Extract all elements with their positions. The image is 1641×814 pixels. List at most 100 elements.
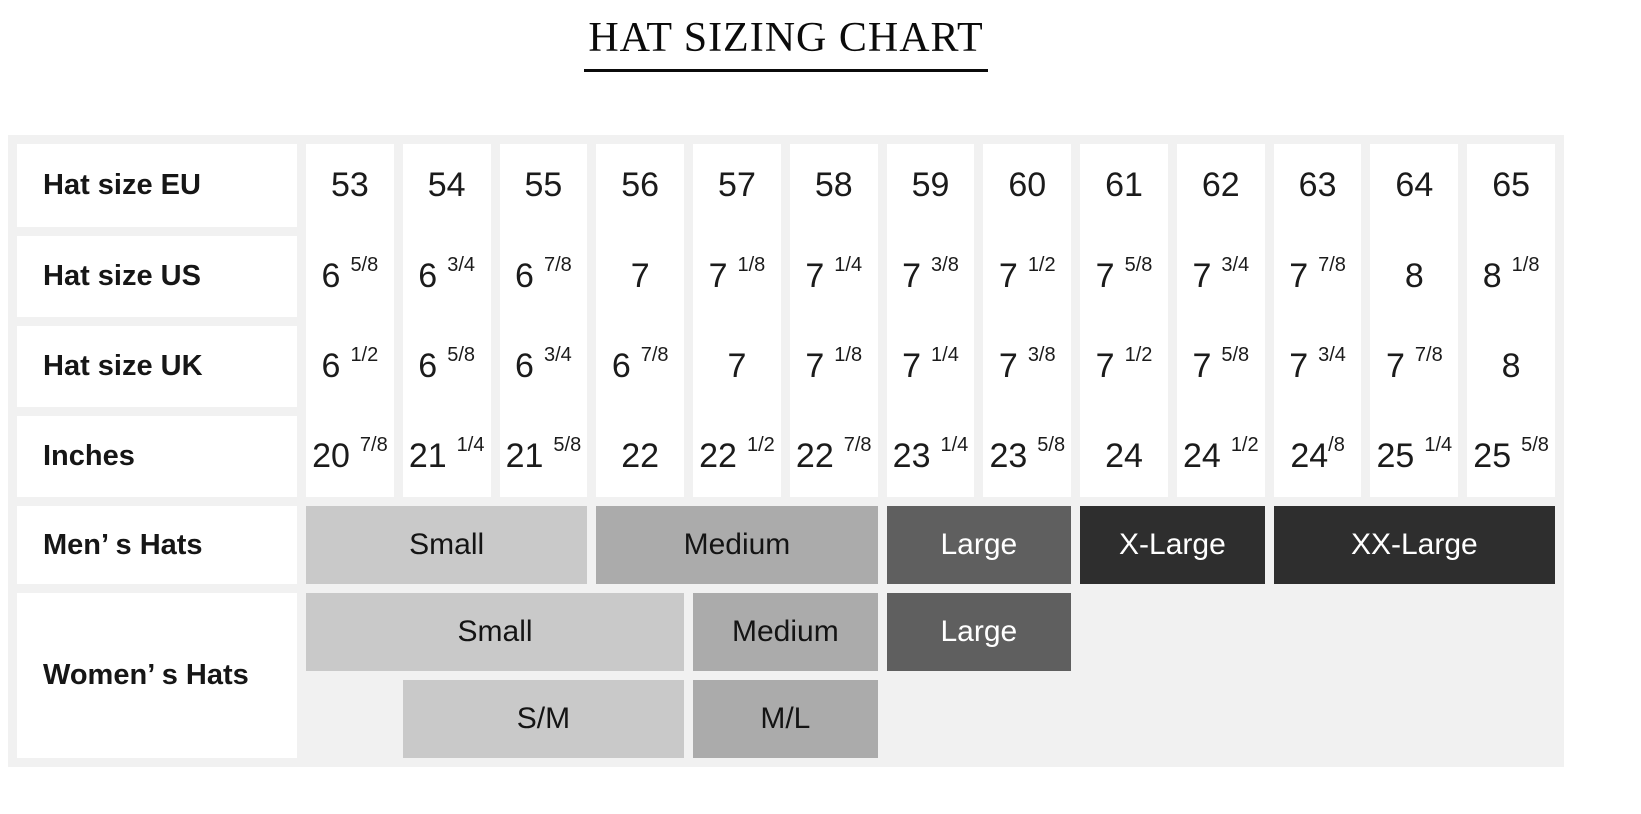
size-value: 53 [330,166,369,204]
size-fraction: 7/8 [543,253,572,276]
size-fraction: 5/8 [1037,433,1066,456]
size-value: 22 [621,437,660,475]
size-column-59: 59 7 3/8 7 1/4 23 1/4 [886,144,975,497]
size-cell: 7 7/8 [1370,326,1458,407]
size-fraction: 1/2 [1027,253,1056,276]
size-fraction: 1/2 [350,343,379,366]
size-value: 7 [1095,347,1115,385]
size-band-large: Large [886,593,1072,671]
size-fraction: 1/4 [456,433,485,456]
hat-sizing-table: Hat size EU Hat size US Hat size UK Inch… [8,135,1564,767]
size-cell: 7 3/8 [983,326,1071,407]
size-fraction: 5/8 [1521,433,1549,456]
size-cell: 6 5/8 [306,236,394,317]
size-cell: 57 [693,144,781,227]
size-value: 7 [1289,347,1309,385]
size-cell: 22 [596,416,684,497]
size-value: 24 [1182,437,1221,475]
size-value: 57 [718,166,756,204]
size-fraction: 7/8 [1318,253,1346,276]
size-value: 6 [418,347,438,385]
size-cell: 65 [1467,144,1555,227]
size-fraction: 3/8 [1027,343,1056,366]
size-cell: 7 7/8 [1274,236,1362,317]
size-value: 6 [515,347,534,385]
size-cell: 7 1/2 [1080,326,1168,407]
size-value: 7 [805,347,825,385]
size-band-xx-large: XX-Large [1273,506,1555,584]
size-value: 60 [1008,166,1047,204]
size-value: 7 [1095,257,1115,295]
size-cell: 7 1/2 [983,236,1071,317]
size-band-medium: Medium [596,506,878,584]
page-title: HAT SIZING CHART [584,14,988,72]
size-fraction: 1/4 [940,433,969,456]
size-cell: 7 3/4 [1177,236,1265,317]
size-column-53: 53 6 5/8 6 1/2 20 7/8 [306,144,394,497]
size-cell: 7 [596,236,684,317]
size-value: 7 [630,257,650,295]
row-label-hat-size-uk: Hat size UK [17,326,297,407]
size-cell: 7 [693,326,781,407]
size-fraction: 7/8 [359,433,388,456]
size-cell: 7 5/8 [1177,326,1265,407]
size-fraction: 5/8 [1124,253,1153,276]
size-fraction: 1/2 [1124,343,1153,366]
size-cell: 22 7/8 [790,416,878,497]
row-label-mens-hats: Men’ s Hats [17,506,297,584]
size-column-58: 58 7 1/4 7 1/8 22 7/8 [789,144,878,497]
size-cell: 6 7/8 [500,236,588,317]
size-fraction: 5/8 [1221,343,1250,366]
size-fraction: 1/4 [931,343,959,366]
size-value: 24 [1105,437,1143,475]
size-value: 65 [1492,166,1531,204]
size-cell: 64 [1370,144,1458,227]
size-cell: 8 [1467,326,1555,407]
size-value: 6 [321,257,341,295]
size-cell: 7 1/4 [790,236,878,317]
size-column-54: 54 6 3/4 6 5/8 21 1/4 [402,144,491,497]
size-cell: 7 3/4 [1274,326,1362,407]
size-cell: 6 7/8 [596,326,684,407]
size-fraction: 1/8 [737,253,766,276]
size-value: 22 [699,437,737,475]
size-fraction: 1/4 [834,253,863,276]
size-column-57: 57 7 1/8 7 22 1/2 [693,144,781,497]
size-band-m-l: M/L [693,680,878,758]
size-value: 6 [321,347,341,385]
size-value: 23 [989,437,1028,475]
size-value: 7 [727,347,747,385]
size-cell: 25 5/8 [1467,416,1555,497]
size-fraction: 3/8 [931,253,959,276]
size-cell: 7 5/8 [1080,236,1168,317]
row-label-hat-size-eu: Hat size EU [17,144,297,227]
size-cell: 56 [596,144,684,227]
size-cell: 7 3/8 [887,236,975,317]
size-value: 7 [902,347,922,385]
size-value: 7 [902,257,922,295]
size-value: 6 [611,347,631,385]
size-value: 8 [1482,257,1502,295]
size-fraction: 3/4 [447,253,476,276]
size-band-medium: Medium [693,593,878,671]
size-value: 24 [1290,437,1329,475]
size-value: 6 [515,257,534,295]
size-cell: 23 1/4 [887,416,975,497]
size-cell: 6 5/8 [403,326,491,407]
size-fraction: 3/4 [1221,253,1250,276]
size-value: 7 [805,257,825,295]
size-value: 61 [1105,166,1143,204]
size-fraction: 7/8 [1414,343,1443,366]
size-fraction: 1/2 [746,433,775,456]
size-fraction: 5/8 [553,433,582,456]
size-cell: 20 7/8 [306,416,394,497]
size-cell: 7 1/4 [887,326,975,407]
page: HAT SIZING CHART Hat size EU Hat size US… [8,14,1564,767]
size-value: 59 [911,166,950,204]
size-value: 8 [1501,347,1521,385]
size-value: 6 [418,257,438,295]
size-cell: 22 1/2 [693,416,781,497]
size-cell: 62 [1177,144,1265,227]
size-cell: 21 5/8 [500,416,588,497]
size-column-65: 65 8 1/8 8 25 5/8 [1467,144,1555,497]
